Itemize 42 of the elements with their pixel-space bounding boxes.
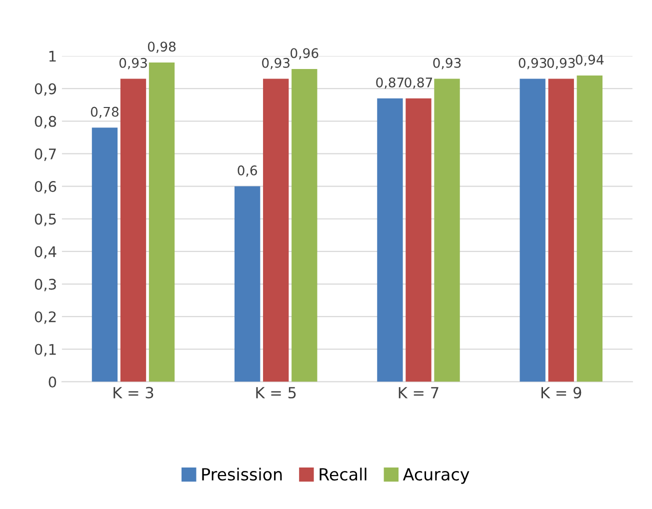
data-label: 0,96: [290, 48, 318, 60]
x-tick-label: K = 3: [114, 386, 154, 398]
y-tick-label: 0,9: [34, 83, 56, 96]
y-tick-label: 1: [49, 50, 56, 62]
data-label: 0,6: [238, 165, 258, 177]
y-tick-label: 0,6: [34, 181, 56, 194]
legend-label: Recall: [320, 468, 366, 481]
data-label: 0,87: [376, 77, 404, 89]
bar: [234, 186, 260, 382]
y-tick-label: 0,2: [34, 311, 56, 324]
data-label: 0,93: [433, 58, 461, 70]
x-tick-label: K = 9: [542, 386, 582, 398]
data-label: 0,93: [547, 58, 575, 70]
bar: [576, 76, 602, 382]
bar: [377, 98, 403, 382]
data-label: 0,93: [119, 58, 147, 70]
bar: [520, 78, 546, 382]
bar: [148, 62, 175, 382]
bar: [120, 78, 146, 382]
x-tick-label: K = 5: [256, 387, 296, 398]
bar: [434, 78, 460, 382]
y-tick-label: 0,4: [34, 246, 56, 259]
data-label: 0,98: [148, 42, 176, 53]
data-label: 0,94: [576, 54, 604, 66]
data-label: 0,87: [404, 77, 432, 89]
x-tick-label: K = 7: [398, 387, 438, 398]
bar: [292, 69, 318, 382]
legend-label: Acuracy: [402, 468, 470, 484]
y-tick-label: 0,5: [34, 214, 56, 226]
y-tick-label: 0,8: [34, 116, 56, 128]
bar: [263, 78, 289, 382]
data-label: 0,78: [90, 106, 119, 118]
legend-label: Presission: [202, 468, 282, 481]
bar: [548, 78, 574, 382]
data-label: 0,93: [262, 58, 290, 70]
y-tick-label: 0,1: [34, 344, 56, 356]
y-tick-label: 0,3: [34, 278, 56, 292]
bar: [406, 98, 432, 382]
data-label: 0,93: [518, 58, 546, 70]
y-tick-label: 0,7: [34, 148, 56, 161]
y-tick-label: 0: [48, 376, 56, 388]
bar: [92, 128, 118, 382]
